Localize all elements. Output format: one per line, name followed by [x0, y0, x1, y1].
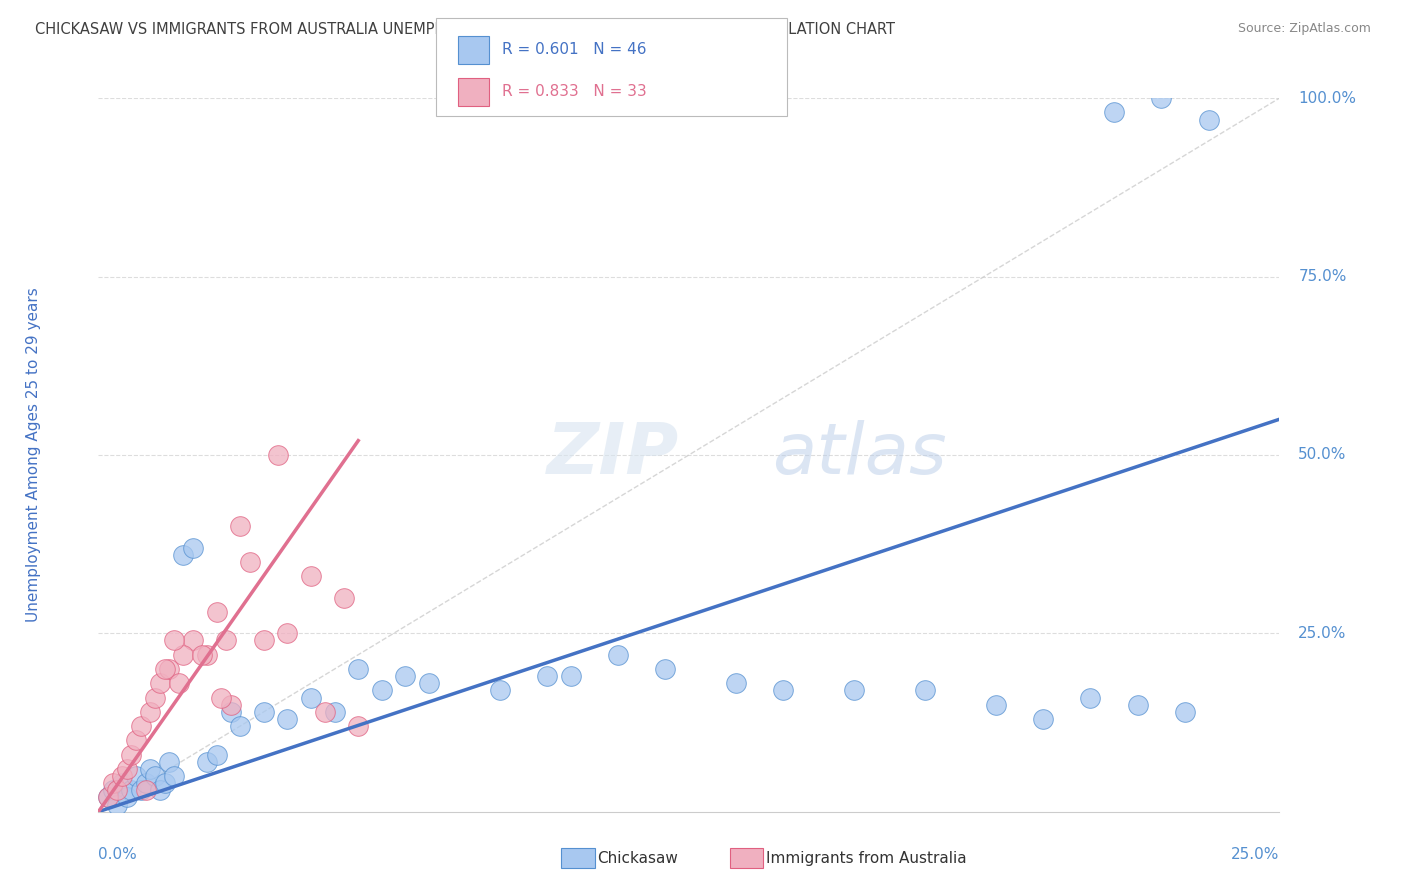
Point: [844, 683, 866, 698]
Point: [135, 776, 157, 790]
Point: [1032, 712, 1054, 726]
Text: R = 0.833   N = 33: R = 0.833 N = 33: [502, 85, 647, 99]
Point: [215, 633, 238, 648]
Point: [229, 719, 252, 733]
Point: [347, 719, 370, 733]
Point: [1150, 91, 1173, 105]
Point: [195, 648, 218, 662]
Point: [253, 705, 276, 719]
Text: R = 0.601   N = 46: R = 0.601 N = 46: [502, 43, 647, 57]
Point: [149, 783, 172, 797]
Text: 75.0%: 75.0%: [1298, 269, 1347, 284]
Point: [139, 705, 162, 719]
Point: [172, 648, 194, 662]
Point: [299, 690, 322, 705]
Point: [105, 783, 128, 797]
Text: ZIP: ZIP: [547, 420, 679, 490]
Point: [1198, 112, 1220, 127]
Point: [101, 776, 124, 790]
Point: [129, 783, 152, 797]
Point: [195, 755, 218, 769]
Point: [276, 712, 298, 726]
Point: [772, 683, 794, 698]
Point: [725, 676, 748, 690]
Text: Chickasaw: Chickasaw: [598, 851, 679, 865]
Point: [139, 762, 162, 776]
Point: [125, 733, 148, 747]
Point: [115, 790, 138, 805]
Text: Unemployment Among Ages 25 to 29 years: Unemployment Among Ages 25 to 29 years: [25, 287, 41, 623]
Point: [314, 705, 336, 719]
Point: [276, 626, 298, 640]
Point: [333, 591, 356, 605]
Point: [143, 769, 166, 783]
Point: [1174, 705, 1197, 719]
Point: [163, 633, 186, 648]
Point: [253, 633, 276, 648]
Text: atlas: atlas: [772, 420, 946, 490]
Text: 25.0%: 25.0%: [1298, 626, 1347, 640]
Point: [371, 683, 394, 698]
Point: [205, 605, 228, 619]
Text: 0.0%: 0.0%: [98, 847, 138, 863]
Point: [135, 783, 157, 797]
Point: [172, 548, 194, 562]
Point: [347, 662, 370, 676]
Point: [267, 448, 290, 462]
Point: [101, 783, 124, 797]
Point: [167, 676, 190, 690]
Text: 100.0%: 100.0%: [1298, 91, 1357, 105]
Point: [115, 762, 138, 776]
Point: [153, 662, 176, 676]
Point: [181, 633, 204, 648]
Point: [229, 519, 252, 533]
Point: [111, 776, 134, 790]
Point: [157, 662, 180, 676]
Point: [607, 648, 630, 662]
Point: [299, 569, 322, 583]
Point: [97, 790, 120, 805]
Point: [209, 690, 232, 705]
Point: [984, 698, 1007, 712]
Point: [418, 676, 440, 690]
Point: [121, 747, 143, 762]
Point: [111, 769, 134, 783]
Point: [105, 797, 128, 812]
Point: [163, 769, 186, 783]
Point: [489, 683, 512, 698]
Point: [149, 676, 172, 690]
Point: [560, 669, 582, 683]
Point: [219, 698, 242, 712]
Point: [394, 669, 416, 683]
Text: Immigrants from Australia: Immigrants from Australia: [766, 851, 967, 865]
Point: [205, 747, 228, 762]
Point: [129, 719, 152, 733]
Point: [1102, 105, 1125, 120]
Point: [654, 662, 676, 676]
Point: [121, 783, 143, 797]
Text: 50.0%: 50.0%: [1298, 448, 1347, 462]
Point: [914, 683, 936, 698]
Point: [536, 669, 558, 683]
Point: [125, 769, 148, 783]
Point: [1080, 690, 1102, 705]
Point: [219, 705, 242, 719]
Point: [323, 705, 346, 719]
Text: CHICKASAW VS IMMIGRANTS FROM AUSTRALIA UNEMPLOYMENT AMONG AGES 25 TO 29 YEARS CO: CHICKASAW VS IMMIGRANTS FROM AUSTRALIA U…: [35, 22, 896, 37]
Point: [157, 755, 180, 769]
Point: [239, 555, 262, 569]
Point: [191, 648, 214, 662]
Point: [97, 790, 120, 805]
Point: [181, 541, 204, 555]
Point: [143, 690, 166, 705]
Text: 25.0%: 25.0%: [1232, 847, 1279, 863]
Text: Source: ZipAtlas.com: Source: ZipAtlas.com: [1237, 22, 1371, 36]
Point: [1126, 698, 1149, 712]
Point: [153, 776, 176, 790]
